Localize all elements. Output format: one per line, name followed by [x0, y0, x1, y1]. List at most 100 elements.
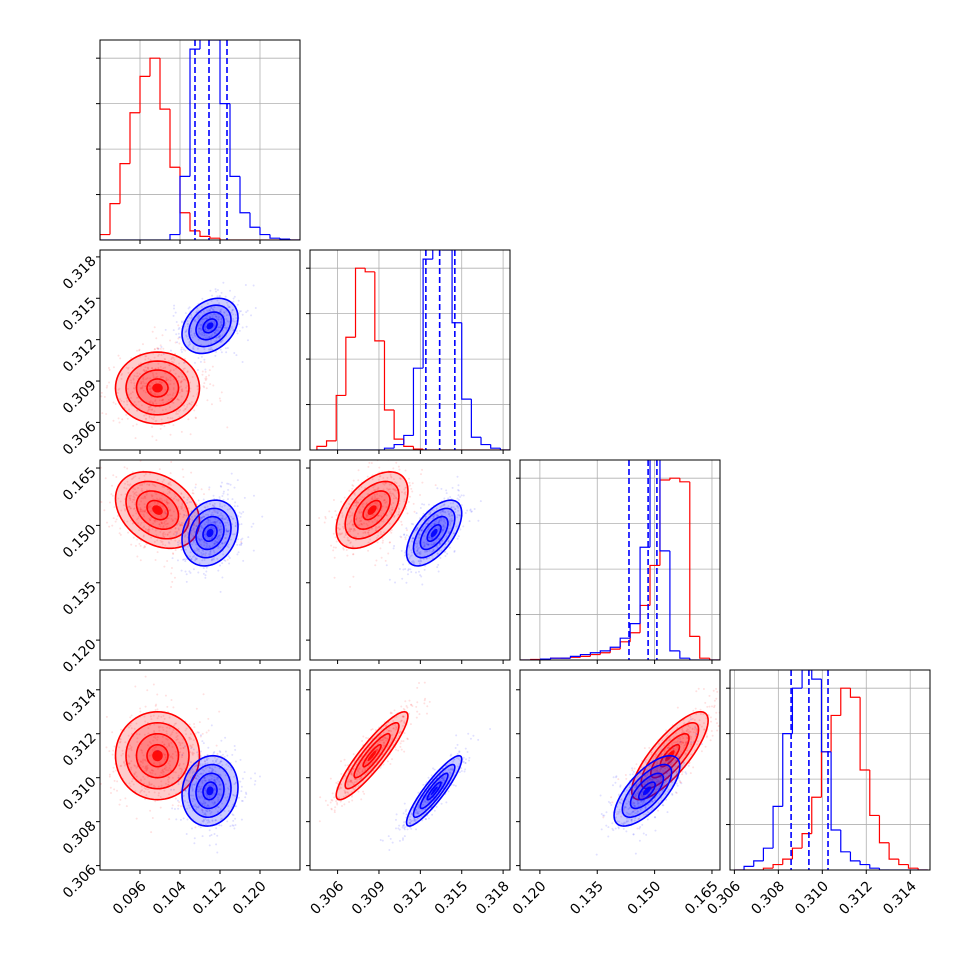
scatter-dot [152, 331, 154, 333]
scatter-dot [198, 755, 200, 757]
scatter-dot [172, 553, 174, 555]
scatter-dot [470, 509, 472, 511]
scatter-dot [194, 826, 196, 828]
scatter-dot [234, 487, 236, 489]
scatter-dot [344, 759, 346, 761]
scatter-dot [220, 349, 222, 351]
scatter-dot [154, 800, 156, 802]
scatter-dot [203, 498, 205, 500]
scatter-dot [235, 354, 237, 356]
scatter-dot [333, 499, 335, 501]
scatter-dot [194, 502, 196, 504]
scatter-dot [225, 347, 227, 349]
scatter-dot [178, 527, 180, 529]
scatter-dot [463, 771, 465, 773]
scatter-dot [240, 759, 242, 761]
scatter-dot [125, 414, 127, 416]
scatter-dot [420, 507, 422, 509]
scatter-dot [228, 555, 230, 557]
scatter-dot [459, 771, 461, 773]
scatter-dot [165, 512, 167, 514]
scatter-dot [245, 311, 247, 313]
scatter-dot [403, 533, 405, 535]
scatter-dot [444, 555, 446, 557]
scatter-dot [194, 487, 196, 489]
scatter-dot [181, 431, 183, 433]
scatter-dot [197, 369, 199, 371]
scatter-dot [206, 399, 208, 401]
scatter-dot [416, 512, 418, 514]
scatter-dot [395, 749, 397, 751]
scatter-dot [400, 536, 402, 538]
scatter-dot [341, 805, 343, 807]
scatter-dot [446, 553, 448, 555]
scatter-dot [201, 740, 203, 742]
scatter-dot [401, 578, 403, 580]
scatter-dot [435, 484, 437, 486]
scatter-dot [464, 768, 466, 770]
scatter-dot [115, 476, 117, 478]
scatter-dot [235, 761, 237, 763]
scatter-dot [371, 457, 373, 459]
scatter-dot [136, 538, 138, 540]
scatter-dot [186, 515, 188, 517]
scatter-dot [469, 520, 471, 522]
scatter-dot [437, 564, 439, 566]
scatter-dot [220, 591, 222, 593]
scatter-dot [407, 828, 409, 830]
scatter-dot [424, 569, 426, 571]
scatter-dot [400, 742, 402, 744]
scatter-dot [227, 498, 229, 500]
scatter-dot [157, 551, 159, 553]
scatter-dot [203, 573, 205, 575]
scatter-dot [190, 472, 192, 474]
scatter-dot [114, 745, 116, 747]
scatter-dot [170, 472, 172, 474]
scatter-dot [208, 486, 210, 488]
scatter-dot [410, 571, 412, 573]
scatter-dot [408, 501, 410, 503]
scatter-dot [111, 485, 113, 487]
scatter-dot [239, 511, 241, 513]
scatter-dot [219, 750, 221, 752]
scatter-dot [335, 536, 337, 538]
y-tick-label: 0.315 [60, 295, 100, 335]
scatter-dot [349, 586, 351, 588]
scatter-dot [187, 762, 189, 764]
scatter-dot [188, 308, 190, 310]
scatter-dot [428, 504, 430, 506]
scatter-dot [177, 544, 179, 546]
scatter-dot [235, 824, 237, 826]
scatter-dot [421, 503, 423, 505]
scatter-dot [177, 781, 179, 783]
scatter-dot [198, 500, 200, 502]
scatter-dot [106, 387, 108, 389]
scatter-dot [116, 518, 118, 520]
scatter-dot [241, 819, 243, 821]
scatter-dot [155, 704, 157, 706]
scatter-dot [212, 385, 214, 387]
scatter-dot [449, 547, 451, 549]
scatter-dot [420, 473, 422, 475]
scatter-dot [238, 300, 240, 302]
scatter-dot [463, 495, 465, 497]
scatter-dot [109, 501, 111, 503]
scatter-dot [371, 462, 373, 464]
scatter-dot [177, 541, 179, 543]
scatter-dot [237, 332, 239, 334]
scatter-dot [108, 750, 110, 752]
scatter-dot [392, 842, 394, 844]
panel [318, 439, 482, 588]
scatter-dot [113, 517, 115, 519]
scatter-dot [417, 792, 419, 794]
scatter-dot [415, 706, 417, 708]
scatter-dot [434, 769, 436, 771]
scatter-dot [397, 827, 399, 829]
scatter-dot [231, 754, 233, 756]
scatter-dot [111, 525, 113, 527]
scatter-dot [97, 373, 99, 375]
scatter-dot [367, 737, 369, 739]
scatter-dot [204, 577, 206, 579]
scatter-dot [136, 556, 138, 558]
scatter-dot [170, 789, 172, 791]
